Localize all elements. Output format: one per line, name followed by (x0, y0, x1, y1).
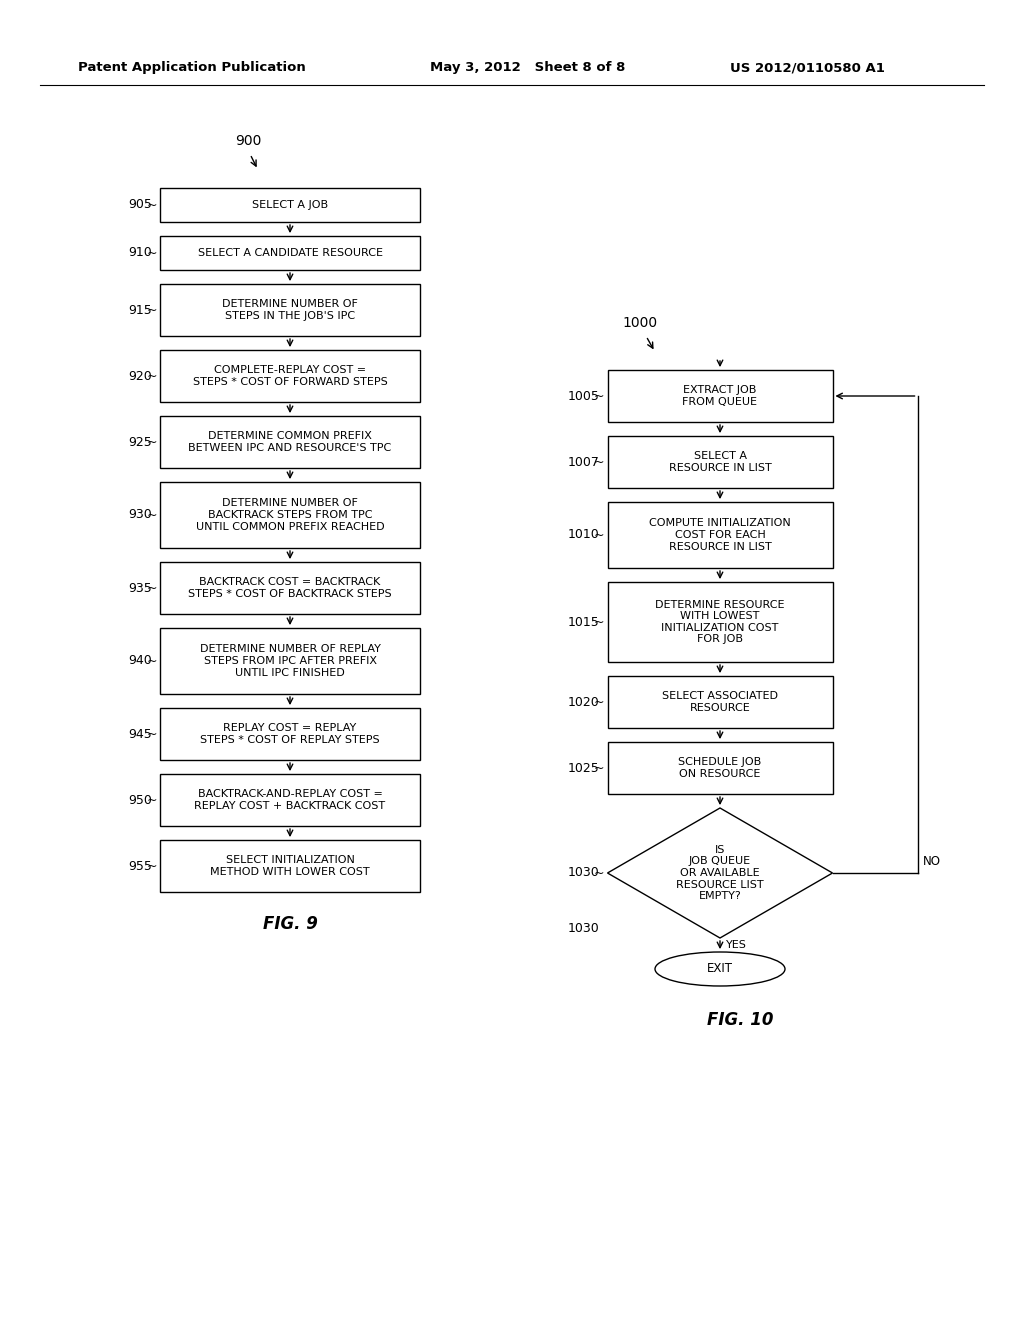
Text: ~: ~ (146, 859, 157, 873)
Text: ~: ~ (146, 370, 157, 383)
FancyBboxPatch shape (607, 436, 833, 488)
Text: NO: NO (923, 855, 940, 869)
Text: DETERMINE RESOURCE
WITH LOWEST
INITIALIZATION COST
FOR JOB: DETERMINE RESOURCE WITH LOWEST INITIALIZ… (655, 599, 784, 644)
FancyBboxPatch shape (160, 187, 420, 222)
Text: ~: ~ (594, 455, 604, 469)
Text: 1000: 1000 (622, 315, 657, 330)
FancyBboxPatch shape (160, 840, 420, 892)
Text: ~: ~ (146, 582, 157, 594)
Ellipse shape (655, 952, 785, 986)
Text: ~: ~ (146, 198, 157, 211)
Text: 915: 915 (128, 304, 152, 317)
Text: DETERMINE NUMBER OF REPLAY
STEPS FROM IPC AFTER PREFIX
UNTIL IPC FINISHED: DETERMINE NUMBER OF REPLAY STEPS FROM IP… (200, 644, 381, 677)
Text: 1025: 1025 (567, 762, 599, 775)
Text: 1020: 1020 (567, 696, 599, 709)
Text: DETERMINE NUMBER OF
STEPS IN THE JOB'S IPC: DETERMINE NUMBER OF STEPS IN THE JOB'S I… (222, 300, 358, 321)
Text: 910: 910 (128, 247, 152, 260)
FancyBboxPatch shape (160, 562, 420, 614)
Text: 930: 930 (128, 508, 152, 521)
Text: 925: 925 (128, 436, 152, 449)
FancyBboxPatch shape (160, 628, 420, 694)
Text: SELECT INITIALIZATION
METHOD WITH LOWER COST: SELECT INITIALIZATION METHOD WITH LOWER … (210, 855, 370, 876)
Text: 905: 905 (128, 198, 152, 211)
Text: 950: 950 (128, 793, 152, 807)
Text: DETERMINE COMMON PREFIX
BETWEEN IPC AND RESOURCE'S TPC: DETERMINE COMMON PREFIX BETWEEN IPC AND … (188, 432, 391, 453)
Text: YES: YES (726, 940, 746, 950)
FancyBboxPatch shape (607, 502, 833, 568)
Text: SELECT A
RESOURCE IN LIST: SELECT A RESOURCE IN LIST (669, 451, 771, 473)
FancyBboxPatch shape (160, 708, 420, 760)
FancyBboxPatch shape (160, 284, 420, 337)
Text: SELECT ASSOCIATED
RESOURCE: SELECT ASSOCIATED RESOURCE (662, 692, 778, 713)
Text: 940: 940 (128, 655, 152, 668)
Text: 920: 920 (128, 370, 152, 383)
Text: SCHEDULE JOB
ON RESOURCE: SCHEDULE JOB ON RESOURCE (678, 758, 762, 779)
FancyBboxPatch shape (160, 236, 420, 271)
Text: ~: ~ (146, 655, 157, 668)
Text: COMPUTE INITIALIZATION
COST FOR EACH
RESOURCE IN LIST: COMPUTE INITIALIZATION COST FOR EACH RES… (649, 519, 791, 552)
Text: 1007: 1007 (567, 455, 599, 469)
Text: COMPLETE-REPLAY COST =
STEPS * COST OF FORWARD STEPS: COMPLETE-REPLAY COST = STEPS * COST OF F… (193, 366, 387, 387)
Text: FIG. 10: FIG. 10 (707, 1011, 773, 1030)
Text: ~: ~ (146, 247, 157, 260)
Text: Patent Application Publication: Patent Application Publication (78, 62, 306, 74)
Text: ~: ~ (146, 508, 157, 521)
Text: REPLAY COST = REPLAY
STEPS * COST OF REPLAY STEPS: REPLAY COST = REPLAY STEPS * COST OF REP… (200, 723, 380, 744)
Text: 1010: 1010 (567, 528, 599, 541)
Text: ~: ~ (146, 727, 157, 741)
Text: FIG. 9: FIG. 9 (262, 915, 317, 933)
Text: ~: ~ (594, 389, 604, 403)
Polygon shape (607, 808, 833, 939)
FancyBboxPatch shape (160, 774, 420, 826)
Text: May 3, 2012   Sheet 8 of 8: May 3, 2012 Sheet 8 of 8 (430, 62, 626, 74)
FancyBboxPatch shape (160, 416, 420, 469)
FancyBboxPatch shape (160, 482, 420, 548)
Text: ~: ~ (594, 762, 604, 775)
Text: 1030: 1030 (567, 866, 599, 879)
Text: DETERMINE NUMBER OF
BACKTRACK STEPS FROM TPC
UNTIL COMMON PREFIX REACHED: DETERMINE NUMBER OF BACKTRACK STEPS FROM… (196, 499, 384, 532)
Text: ~: ~ (146, 436, 157, 449)
Text: BACKTRACK-AND-REPLAY COST =
REPLAY COST + BACKTRACK COST: BACKTRACK-AND-REPLAY COST = REPLAY COST … (195, 789, 386, 810)
Text: 945: 945 (128, 727, 152, 741)
FancyBboxPatch shape (607, 370, 833, 422)
Text: 1030: 1030 (567, 921, 599, 935)
Text: SELECT A CANDIDATE RESOURCE: SELECT A CANDIDATE RESOURCE (198, 248, 383, 257)
FancyBboxPatch shape (160, 350, 420, 403)
Text: 955: 955 (128, 859, 152, 873)
Text: 1015: 1015 (567, 615, 599, 628)
Text: IS
JOB QUEUE
OR AVAILABLE
RESOURCE LIST
EMPTY?: IS JOB QUEUE OR AVAILABLE RESOURCE LIST … (676, 845, 764, 902)
Text: 1005: 1005 (567, 389, 599, 403)
Text: ~: ~ (594, 696, 604, 709)
FancyBboxPatch shape (607, 676, 833, 729)
FancyBboxPatch shape (607, 582, 833, 663)
Text: ~: ~ (146, 304, 157, 317)
Text: ~: ~ (146, 793, 157, 807)
Text: ~: ~ (594, 615, 604, 628)
Text: ~: ~ (594, 866, 604, 879)
Text: EXIT: EXIT (707, 962, 733, 975)
Text: ~: ~ (594, 528, 604, 541)
Text: 935: 935 (128, 582, 152, 594)
FancyBboxPatch shape (607, 742, 833, 795)
Text: US 2012/0110580 A1: US 2012/0110580 A1 (730, 62, 885, 74)
Text: BACKTRACK COST = BACKTRACK
STEPS * COST OF BACKTRACK STEPS: BACKTRACK COST = BACKTRACK STEPS * COST … (188, 577, 392, 599)
Text: EXTRACT JOB
FROM QUEUE: EXTRACT JOB FROM QUEUE (683, 385, 758, 407)
Text: 900: 900 (234, 135, 261, 148)
Text: SELECT A JOB: SELECT A JOB (252, 201, 328, 210)
